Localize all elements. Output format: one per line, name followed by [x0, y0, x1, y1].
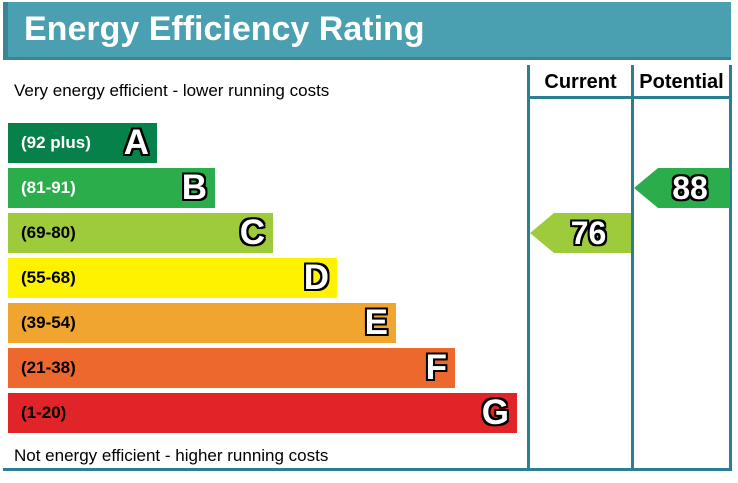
table-border-left — [527, 65, 530, 471]
band-row-e: (39-54) E — [8, 303, 517, 343]
band-range-label: (55-68) — [21, 268, 76, 287]
band-range-label: (21-38) — [21, 358, 76, 377]
table-border-middle — [631, 65, 634, 471]
potential-rating-arrow: 88 — [634, 168, 730, 208]
band-row-b: (81-91) B — [8, 168, 517, 208]
band-range-label: (92 plus) — [21, 133, 91, 152]
page-title: Energy Efficiency Rating — [24, 10, 425, 48]
band-bar-e: (39-54) E — [8, 303, 396, 343]
bottom-note: Not energy efficient - higher running co… — [14, 446, 329, 465]
column-header-potential: Potential — [639, 71, 724, 93]
band-bar-a: (92 plus) A — [8, 123, 157, 163]
potential-rating-value: 88 — [672, 170, 708, 206]
band-letter: C — [239, 212, 265, 252]
band-letter: A — [123, 122, 149, 162]
band-row-f: (21-38) F — [8, 348, 517, 388]
band-range-label: (39-54) — [21, 313, 76, 332]
band-range-label: (1-20) — [21, 403, 67, 422]
band-bar-b: (81-91) B — [8, 168, 215, 208]
current-rating-arrow: 76 — [530, 213, 631, 253]
table-border-bottom — [3, 468, 732, 471]
band-row-c: (69-80) C — [8, 213, 517, 253]
bands: (92 plus) A (81-91) B (69-80) C (55-68) D (39-54… — [8, 123, 517, 438]
band-row-d: (55-68) D — [8, 258, 517, 298]
band-letter: E — [364, 302, 388, 342]
band-letter: F — [425, 347, 447, 387]
title-bar: Energy Efficiency Rating — [3, 2, 731, 60]
top-note: Very energy efficient - lower running co… — [14, 81, 330, 100]
band-letter: B — [181, 167, 207, 207]
column-header-current: Current — [544, 71, 617, 93]
band-letter: D — [303, 257, 329, 297]
band-letter: G — [481, 392, 509, 432]
band-row-g: (1-20) G — [8, 393, 517, 433]
band-range-label: (81-91) — [21, 178, 76, 197]
table-header-underline — [527, 96, 732, 99]
current-rating-value: 76 — [570, 215, 607, 251]
table-border-right — [729, 65, 732, 471]
band-range-label: (69-80) — [21, 223, 76, 242]
band-bar-g: (1-20) G — [8, 393, 517, 433]
band-bar-d: (55-68) D — [8, 258, 337, 298]
band-bar-f: (21-38) F — [8, 348, 455, 388]
band-row-a: (92 plus) A — [8, 123, 517, 163]
band-bar-c: (69-80) C — [8, 213, 273, 253]
